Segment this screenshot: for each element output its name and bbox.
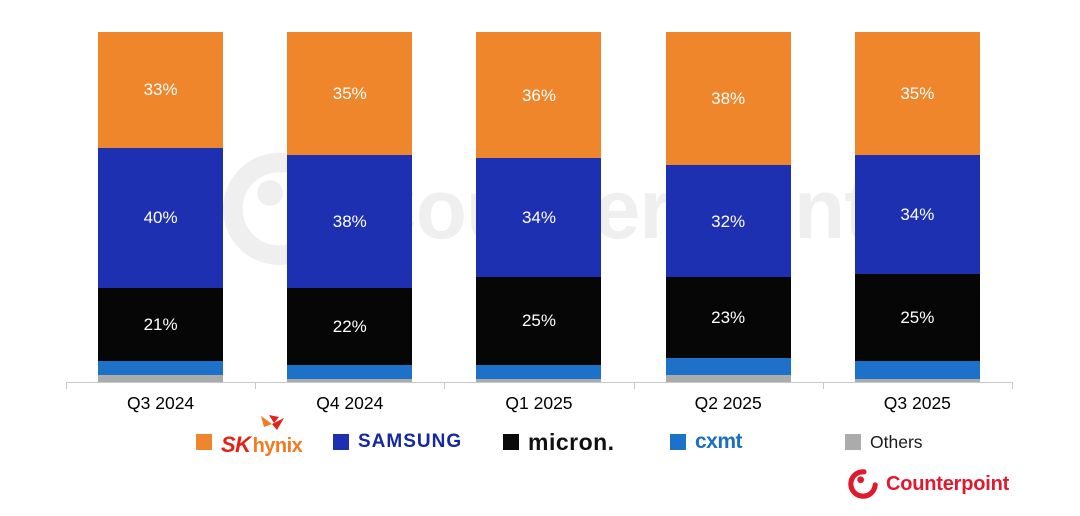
counterpoint-c-icon <box>848 469 878 499</box>
bar-segment-sk-hynix: 38% <box>665 32 791 165</box>
stacked-bar-q4-2024: 35% 38% 22% <box>287 32 413 382</box>
bar-segment-samsung: 32% <box>665 165 791 277</box>
stacked-bar-q3-2025: 35% 34% 25% <box>854 32 980 382</box>
x-axis-tick <box>1012 383 1013 389</box>
legend-item-others: Others <box>845 424 923 460</box>
counterpoint-brand: Counterpoint <box>848 469 1009 499</box>
bar-segment-cxmt <box>287 364 413 379</box>
x-axis-tick <box>633 383 635 389</box>
bar-segment-samsung: 34% <box>476 158 602 277</box>
bar-segment-samsung: 34% <box>854 154 980 274</box>
cxmt-logo: cxmt <box>695 430 743 453</box>
x-axis-label: Q2 2025 <box>694 393 762 413</box>
bar-segment-cxmt <box>665 357 791 375</box>
bar-slot: 35% 38% 22% <box>255 32 444 382</box>
bar-slot: 33% 40% 21% <box>66 32 255 382</box>
x-axis-tick <box>822 383 824 389</box>
segment-value-label: 35% <box>332 83 367 103</box>
segment-value-label: 36% <box>521 85 556 105</box>
bar-segment-sk-hynix: 35% <box>287 32 413 155</box>
segment-value-label: 40% <box>143 208 178 227</box>
segment-value-label: 35% <box>900 83 935 103</box>
stacked-bar-q2-2025: 38% 32% 23% <box>665 32 791 382</box>
legend-swatch-sk-hynix <box>196 434 212 450</box>
stacked-bar-q1-2025: 36% 34% 25% <box>476 32 602 382</box>
bar-segment-sk-hynix: 35% <box>854 32 980 155</box>
x-axis-tick <box>66 383 67 389</box>
x-axis-label: Q3 2024 <box>127 393 195 413</box>
micron-logo: micron. <box>528 428 615 455</box>
bar-segment-micron: 25% <box>476 277 602 365</box>
segment-value-label: 23% <box>711 307 746 327</box>
legend-item-cxmt: cxmt <box>670 424 743 460</box>
segment-value-label: 38% <box>711 89 746 108</box>
bar-segment-cxmt <box>98 361 224 375</box>
segment-value-label: 34% <box>900 204 935 224</box>
bar-slot: 35% 34% 25% <box>823 32 1012 382</box>
bar-slot: 38% 32% 23% <box>634 32 823 382</box>
counterpoint-brand-text: Counterpoint <box>886 472 1010 495</box>
segment-value-label: 32% <box>711 211 746 231</box>
segment-value-label: 21% <box>143 314 178 334</box>
plot-area: 33% 40% 21% 35% 38% 22% 36% 34% 25% 38% 32% 23% 35% 3… <box>66 32 1012 382</box>
samsung-logo: SAMSUNG <box>358 431 463 452</box>
sk-hynix-logo: SK hynix <box>221 415 303 458</box>
bar-segment-micron: 23% <box>665 277 791 358</box>
legend-swatch-cxmt <box>670 434 686 450</box>
segment-value-label: 25% <box>900 307 935 327</box>
segment-value-label: 34% <box>521 208 556 227</box>
legend-swatch-samsung <box>333 434 349 450</box>
stacked-bar-q3-2024: 33% 40% 21% <box>98 32 224 382</box>
legend: SK hynix SAMSUNG micron. cxmt Others <box>0 415 1080 460</box>
bar-slot: 36% 34% 25% <box>444 32 633 382</box>
segment-value-label: 22% <box>332 316 367 336</box>
x-axis-label: Q3 2025 <box>883 393 951 413</box>
bar-segment-others <box>476 378 602 382</box>
x-axis-label: Q4 2024 <box>316 393 384 413</box>
legend-item-sk-hynix: SK hynix <box>196 415 303 460</box>
bar-segment-samsung: 38% <box>287 154 413 288</box>
bar-segment-sk-hynix: 33% <box>98 32 224 148</box>
legend-item-micron: micron. <box>503 424 615 460</box>
legend-swatch-micron <box>503 434 519 450</box>
x-axis-tick <box>255 383 257 389</box>
bar-segment-samsung: 40% <box>98 147 224 288</box>
bar-segment-cxmt <box>854 361 980 379</box>
bar-segment-others <box>98 375 224 382</box>
others-label: Others <box>870 431 923 452</box>
bar-segment-micron: 22% <box>287 287 413 365</box>
bar-segment-others <box>854 378 980 382</box>
legend-swatch-others <box>845 434 861 450</box>
segment-value-label: 25% <box>521 311 556 331</box>
segment-value-label: 38% <box>332 211 367 231</box>
bar-segment-cxmt <box>476 364 602 379</box>
segment-value-label: 33% <box>143 80 178 100</box>
sk-hynix-butterfly-icon <box>261 415 284 430</box>
bar-segment-others <box>287 378 413 382</box>
sk-hynix-logo-hynix: hynix <box>252 435 303 457</box>
x-axis-tick <box>444 383 446 389</box>
legend-item-samsung: SAMSUNG <box>333 424 462 460</box>
bars-container: 33% 40% 21% 35% 38% 22% 36% 34% 25% 38% 32% 23% 35% 3… <box>66 32 1012 382</box>
bar-segment-micron: 21% <box>98 287 224 361</box>
bar-segment-micron: 25% <box>854 273 980 361</box>
bar-segment-sk-hynix: 36% <box>476 32 602 158</box>
bar-segment-others <box>665 375 791 382</box>
x-axis-labels: Q3 2024 Q4 2024 Q1 2025 Q2 2025 Q3 2025 <box>66 393 1012 414</box>
x-axis-line <box>66 382 1013 383</box>
sk-hynix-logo-sk: SK <box>221 432 251 457</box>
x-axis-label: Q1 2025 <box>505 393 573 413</box>
